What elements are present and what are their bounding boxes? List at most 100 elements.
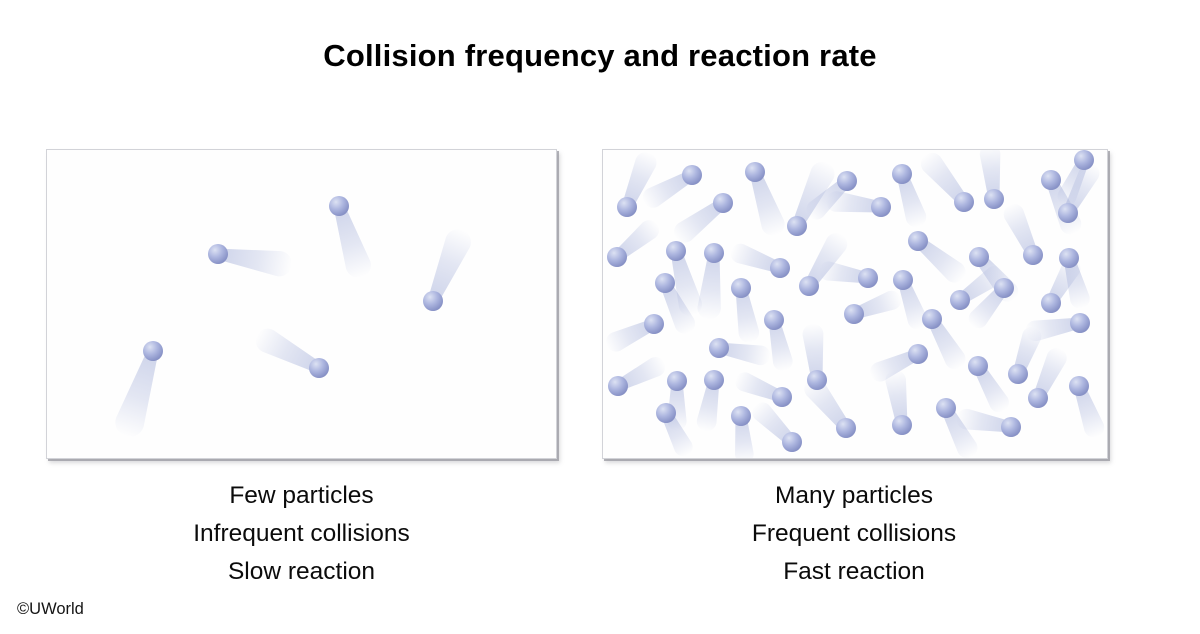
particle-ball xyxy=(143,341,163,361)
motion-trail xyxy=(914,236,966,283)
motion-trail xyxy=(427,229,471,304)
motion-trail xyxy=(642,170,695,208)
particle xyxy=(844,290,902,324)
particle-ball xyxy=(666,241,686,261)
motion-trail xyxy=(697,252,721,320)
particle-ball xyxy=(950,290,970,310)
caption-many-particles: Many particles Frequent collisions Fast … xyxy=(602,477,1106,591)
motion-trail xyxy=(673,198,727,243)
particle-ball xyxy=(984,189,1004,209)
motion-trail xyxy=(979,150,1001,200)
motion-trail xyxy=(735,287,760,343)
particle xyxy=(617,152,657,217)
particle-ball xyxy=(704,370,724,390)
motion-trail xyxy=(1063,163,1100,216)
particle xyxy=(752,402,802,452)
particle xyxy=(696,370,724,432)
particle xyxy=(731,278,760,343)
particle xyxy=(607,220,660,267)
motion-trail xyxy=(956,408,1012,433)
motion-trail xyxy=(896,172,927,228)
particle-ball xyxy=(607,247,627,267)
motion-trail xyxy=(333,204,371,278)
motion-trail xyxy=(735,372,785,403)
particle-ball xyxy=(954,192,974,212)
motion-trail xyxy=(660,280,696,334)
motion-trail xyxy=(735,415,754,458)
motion-trail xyxy=(1073,384,1105,438)
motion-trail xyxy=(804,377,851,432)
motion-trail xyxy=(927,316,966,370)
particle-ball xyxy=(731,278,751,298)
particle-ball xyxy=(936,398,956,418)
motion-trail xyxy=(749,170,785,236)
particle xyxy=(893,270,928,330)
motion-trail xyxy=(819,261,869,284)
particle xyxy=(826,191,891,217)
caption-line-many-1: Many particles xyxy=(775,482,933,509)
motion-trail xyxy=(973,363,1009,413)
particle-ball xyxy=(208,244,228,264)
particle xyxy=(255,328,329,378)
particle-ball xyxy=(1058,203,1078,223)
particle-ball xyxy=(908,231,928,251)
caption-line-few-3: Slow reaction xyxy=(227,558,376,585)
motion-trail xyxy=(885,370,908,426)
particle xyxy=(804,377,856,438)
particle-ball xyxy=(745,162,765,182)
particle xyxy=(968,278,1014,329)
particle-ball xyxy=(329,196,349,216)
particle xyxy=(731,406,754,458)
particle xyxy=(1008,326,1042,384)
motion-trail xyxy=(1012,326,1042,376)
particle-ball xyxy=(1069,376,1089,396)
caption-line-few-2: Infrequent collisions xyxy=(193,520,410,547)
particle xyxy=(1069,376,1105,438)
motion-trail xyxy=(1033,347,1067,401)
particle xyxy=(936,398,978,458)
particle xyxy=(799,233,848,296)
particle-ball xyxy=(1070,313,1090,333)
caption-few-particles: Few particles Infrequent collisions Slow… xyxy=(46,477,557,591)
particle-ball xyxy=(1041,170,1061,190)
particle xyxy=(642,165,702,208)
particle-ball xyxy=(1028,388,1048,408)
particle-ball xyxy=(1041,293,1061,313)
motion-trail xyxy=(941,405,978,458)
figure-title: Collision frequency and reaction rate xyxy=(323,38,877,73)
caption-line-many-3: Fast reaction xyxy=(783,558,925,585)
particle xyxy=(787,161,835,236)
particle-ball xyxy=(871,197,891,217)
particle xyxy=(329,196,371,278)
motion-trail xyxy=(115,349,159,437)
particle-ball xyxy=(656,403,676,423)
motion-trail xyxy=(615,357,666,391)
particle-ball xyxy=(844,304,864,324)
motion-trail xyxy=(802,323,824,381)
particle-ball xyxy=(837,171,857,191)
particle xyxy=(735,372,792,407)
particle xyxy=(709,338,771,366)
particle-ball xyxy=(799,276,819,296)
copyright-label: ©UWorld xyxy=(17,600,84,618)
motion-trail xyxy=(621,152,657,210)
particle xyxy=(956,408,1021,437)
particle-ball xyxy=(655,273,675,293)
motion-trail xyxy=(804,233,848,289)
particle-ball xyxy=(892,164,912,184)
particle xyxy=(1058,163,1100,223)
particle xyxy=(745,162,785,236)
particle xyxy=(115,341,163,437)
motion-trail xyxy=(852,290,902,320)
particle xyxy=(920,152,974,212)
particle xyxy=(979,150,1004,209)
panel-many-particles xyxy=(602,149,1108,459)
particle xyxy=(892,164,927,228)
particle xyxy=(922,309,966,370)
particle xyxy=(606,314,664,352)
motion-trail xyxy=(606,319,657,352)
particle xyxy=(1041,258,1081,313)
motion-trail xyxy=(1003,203,1038,258)
particle xyxy=(730,243,790,278)
